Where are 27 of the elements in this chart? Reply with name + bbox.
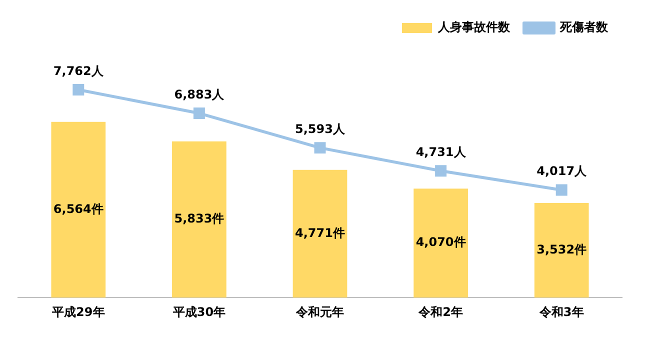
- legend-label: 人身事故件数: [437, 20, 511, 34]
- data-label: 6,883人: [174, 87, 226, 102]
- point: [193, 108, 205, 120]
- legend-label: 死傷者数: [559, 20, 609, 34]
- x-tick-label: 平成30年: [172, 304, 226, 319]
- data-label: 5,593人: [295, 122, 346, 136]
- bar: [51, 122, 106, 298]
- x-tick-label: 平成29年: [51, 304, 105, 319]
- point: [314, 142, 326, 154]
- data-label: 4,731人: [416, 145, 467, 160]
- x-tick-label: 令和元年: [295, 304, 344, 319]
- data-label: 5,833件: [174, 212, 224, 226]
- bar: [414, 188, 468, 298]
- x-tick-label: 令和3年: [538, 304, 584, 319]
- point: [72, 84, 84, 96]
- x-tick-label: 令和2年: [418, 304, 463, 319]
- data-label: 6,564件: [53, 202, 104, 216]
- bar: [292, 170, 348, 298]
- point: [556, 184, 568, 196]
- bar: [172, 141, 226, 298]
- point: [435, 165, 447, 177]
- data-label: 3,532件: [536, 242, 587, 256]
- data-label: 4,017人: [536, 164, 588, 178]
- data-label: 4,771件: [295, 226, 345, 240]
- data-label: 4,070件: [416, 235, 466, 250]
- bar: [534, 203, 589, 298]
- data-label: 7,762人: [53, 64, 104, 78]
